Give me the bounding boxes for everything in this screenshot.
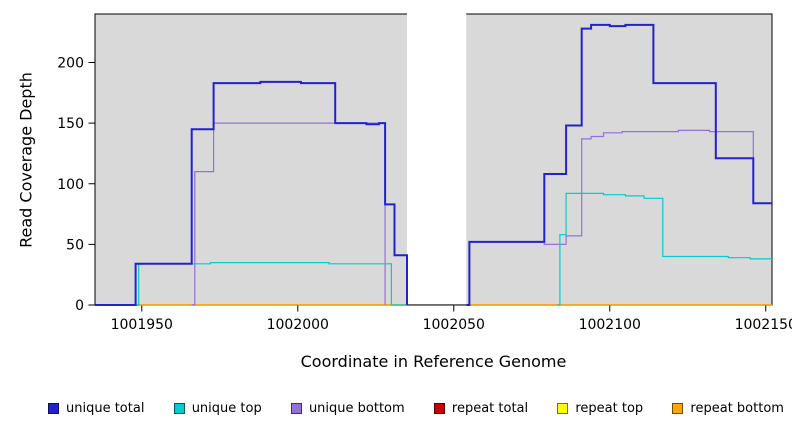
legend-item: repeat bottom bbox=[672, 401, 784, 416]
legend-swatch bbox=[433, 402, 445, 414]
y-axis-title: Read Coverage Depth bbox=[16, 72, 36, 248]
y-tick-label: 0 bbox=[75, 298, 84, 314]
y-tick-label: 100 bbox=[57, 177, 84, 193]
series-unique-bottom bbox=[466, 129, 772, 306]
series-unique-total bbox=[466, 23, 772, 306]
legend-swatch bbox=[672, 402, 684, 414]
legend-swatch bbox=[48, 402, 59, 414]
y-tick-label: 200 bbox=[57, 56, 84, 72]
legend-item: unique total bbox=[48, 401, 144, 416]
plot-svg: 1001950 1002000 1002050 1002100 1002150 0 50 10… bbox=[57, 12, 792, 333]
x-axis-title: Coordinate in Reference Genome bbox=[300, 352, 567, 371]
x-tick-label: 1002100 bbox=[579, 317, 641, 333]
legend-label: unique top bbox=[191, 400, 262, 416]
x-tick-label: 1002150 bbox=[735, 317, 792, 333]
legend-item: repeat top bbox=[557, 401, 643, 416]
legend-label: repeat total bbox=[451, 400, 529, 416]
legend-label: repeat bottom bbox=[690, 400, 784, 416]
masked-region bbox=[406, 12, 467, 304]
legend-swatch bbox=[290, 402, 302, 414]
series-unique-total bbox=[95, 80, 408, 306]
legend-label: unique total bbox=[66, 400, 145, 416]
legend-label: repeat top bbox=[575, 400, 644, 416]
legend-item: unique top bbox=[173, 400, 262, 416]
x-tick-label: 1002050 bbox=[423, 317, 485, 333]
series-unique-top bbox=[556, 192, 772, 306]
legend-swatch bbox=[557, 402, 569, 414]
x-tick-label: 1001950 bbox=[111, 317, 173, 333]
legend-item: unique bottom bbox=[290, 400, 405, 416]
y-tick-label: 50 bbox=[66, 237, 84, 253]
x-tick-label: 1002000 bbox=[267, 317, 329, 333]
series-unique-top bbox=[135, 262, 407, 306]
y-tick-label: 150 bbox=[57, 116, 84, 132]
legend-swatch bbox=[173, 402, 185, 414]
legend-item: repeat total bbox=[433, 400, 529, 416]
legend-label: unique bottom bbox=[308, 400, 405, 416]
legend: unique total unique top unique bottom re… bbox=[48, 399, 784, 417]
